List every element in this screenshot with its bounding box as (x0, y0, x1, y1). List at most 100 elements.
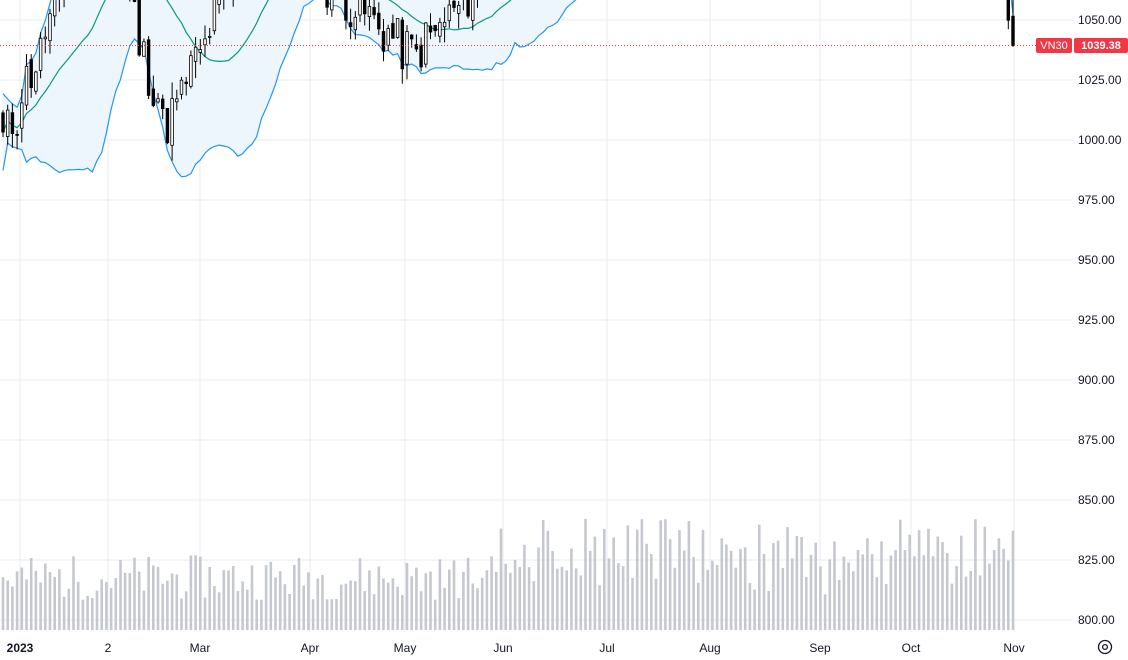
volume-bar (711, 560, 714, 630)
price-tick-label: 1025.00 (1078, 73, 1122, 87)
volume-bar (889, 555, 893, 630)
volume-bar (532, 581, 536, 630)
volume-bar (856, 550, 860, 630)
volume-bar (6, 580, 9, 630)
volume-bar (931, 556, 935, 630)
volume-bar (805, 577, 808, 630)
volume-bar (668, 539, 672, 630)
volume-bar (950, 583, 954, 630)
volume-bar (401, 595, 404, 630)
volume-bar (81, 599, 85, 630)
volume-bar (659, 520, 662, 630)
volume-bar (903, 550, 907, 630)
volume-bar (109, 588, 113, 630)
volume-bar (339, 584, 343, 630)
volume-bar (495, 571, 498, 630)
volume-bar (969, 571, 972, 630)
volume-bar (490, 556, 493, 630)
volume-bar (269, 561, 273, 630)
candle-body (466, 0, 470, 17)
chart-settings-button[interactable] (1094, 636, 1116, 658)
volume-bar (908, 534, 911, 630)
volume-bar (847, 562, 850, 630)
candle-body (132, 0, 137, 2)
volume-bar (551, 551, 554, 630)
volume-bar (626, 525, 630, 630)
volume-bar (1011, 530, 1015, 630)
volume-bar (941, 542, 944, 630)
volume-bar (833, 541, 836, 630)
volume-bar (1002, 548, 1005, 630)
volume-bar (913, 556, 916, 630)
candle-body (142, 41, 146, 57)
volume-bar (391, 578, 395, 630)
volume-bar (809, 554, 813, 630)
volume-bar (231, 566, 235, 630)
volume-bar (166, 580, 169, 630)
volume-bar (20, 567, 24, 630)
volume-bar (325, 599, 329, 630)
volume-bar (161, 583, 164, 630)
volume-bar (278, 571, 282, 630)
volume-bar (424, 573, 428, 630)
volume-bar (39, 582, 42, 630)
volume-bar (772, 543, 775, 630)
volume-bar (180, 598, 183, 630)
candle-body (391, 23, 395, 39)
volume-bar (814, 542, 817, 630)
volume-bar (76, 581, 80, 630)
volume-bar (114, 578, 118, 630)
volume-bar (701, 530, 705, 630)
volume-bar (58, 569, 61, 630)
volume-bar (706, 569, 709, 630)
volume-bar (546, 531, 550, 630)
volume-bar (837, 579, 841, 630)
volume-bar (396, 586, 399, 630)
candle-body (386, 28, 390, 46)
candle-body (419, 44, 423, 68)
volume-bar (786, 527, 789, 630)
price-badge-label: 1039.38 (1081, 40, 1121, 52)
volume-bar (250, 565, 254, 630)
candle-body (34, 71, 38, 92)
volume-bar (307, 572, 310, 630)
volume-bar (894, 550, 897, 630)
candle-body (353, 16, 357, 31)
volume-bar (25, 579, 28, 630)
volume-bar (11, 586, 14, 630)
volume-bar (311, 599, 315, 630)
volume-bar (48, 572, 52, 630)
price-axis[interactable]: 1300.001275.001250.001225.001200.001175.… (1078, 0, 1122, 627)
volume-bar (570, 548, 573, 630)
candle-body (179, 79, 184, 95)
volume-bar (527, 567, 531, 630)
volume-bar (499, 528, 503, 630)
volume-bar (875, 577, 879, 630)
basis-line (2, 0, 512, 133)
volume-bar (734, 567, 738, 630)
volume-bar (236, 590, 240, 630)
volume-bar (1, 577, 5, 630)
volume-bar (255, 599, 258, 630)
volume-bar (603, 529, 606, 630)
band-fill (3, 0, 1013, 177)
volume-bar (260, 599, 263, 630)
volume-bar (537, 547, 540, 630)
candle-body (198, 49, 202, 53)
time-tick-label: Aug (699, 641, 720, 655)
time-tick-label: Jul (599, 641, 614, 655)
candle-body (344, 0, 348, 21)
volume-bar (842, 556, 846, 630)
volume-bar (983, 526, 987, 630)
candle-body (43, 36, 47, 40)
volume-bar (53, 576, 56, 630)
candle-body (160, 98, 165, 109)
volume-bar (67, 588, 71, 630)
candle-body (24, 65, 29, 106)
candle-body (38, 37, 43, 71)
volume-bar (152, 565, 155, 630)
time-axis[interactable]: 2023 2 Mar Apr May Jun Jul Aug Sep Oct Nov (7, 641, 1025, 655)
volume-bar (34, 570, 38, 630)
candle-body (442, 21, 447, 28)
